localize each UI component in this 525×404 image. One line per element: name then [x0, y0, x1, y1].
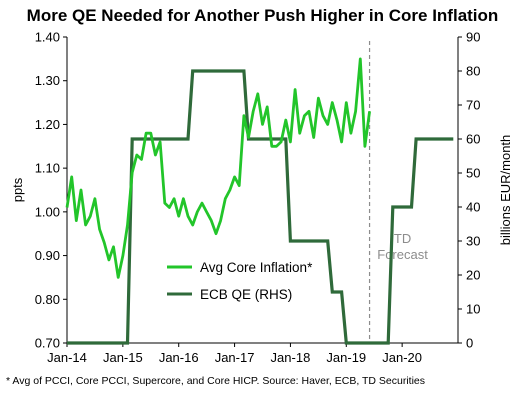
x-tick-label: Jan-20 — [382, 350, 422, 365]
x-tick-label: Jan-17 — [215, 350, 255, 365]
y-left-tick-label: 1.40 — [35, 30, 60, 45]
y-right-tick-label: 30 — [466, 234, 480, 249]
y-left-tick-label: 1.10 — [35, 161, 60, 176]
legend-label-ecb-qe: ECB QE (RHS) — [200, 287, 292, 302]
x-tick-label: Jan-18 — [271, 350, 311, 365]
y-left-tick-label: 0.90 — [35, 248, 60, 263]
x-tick-label: Jan-19 — [326, 350, 366, 365]
y-right-axis-title: billions EUR/month — [498, 135, 513, 246]
y-right-tick-label: 50 — [466, 166, 480, 181]
y-left-tick-label: 1.30 — [35, 73, 60, 88]
y-left-tick-label: 0.70 — [35, 336, 60, 351]
chart-title: More QE Needed for Another Push Higher i… — [26, 6, 499, 25]
legend-label-core-inflation: Avg Core Inflation* — [200, 260, 313, 275]
x-tick-label: Jan-14 — [47, 350, 87, 365]
y-right-tick-label: 60 — [466, 132, 480, 147]
y-left-axis-title: ppts — [10, 177, 25, 202]
y-right-tick-label: 20 — [466, 268, 480, 283]
series-line-ecb-qe — [67, 69, 454, 345]
y-right-tick-label: 10 — [466, 302, 480, 317]
footnote: * Avg of PCCI, Core PCCI, Supercore, and… — [6, 375, 426, 387]
y-left-tick-label: 0.80 — [35, 292, 60, 307]
x-tick-label: Jan-16 — [159, 350, 199, 365]
y-right-tick-label: 0 — [466, 336, 473, 351]
forecast-label-line2: Forecast — [377, 247, 428, 262]
x-tick-label: Jan-15 — [103, 350, 143, 365]
y-right-tick-label: 90 — [466, 30, 480, 45]
y-right-tick-label: 40 — [466, 200, 480, 215]
forecast-label-line1: TD — [394, 231, 411, 246]
y-right-tick-label: 70 — [466, 98, 480, 113]
y-left-tick-label: 1.00 — [35, 204, 60, 219]
y-left-tick-label: 1.20 — [35, 117, 60, 132]
y-right-tick-label: 80 — [466, 64, 480, 79]
series-line-core-inflation — [65, 57, 371, 279]
